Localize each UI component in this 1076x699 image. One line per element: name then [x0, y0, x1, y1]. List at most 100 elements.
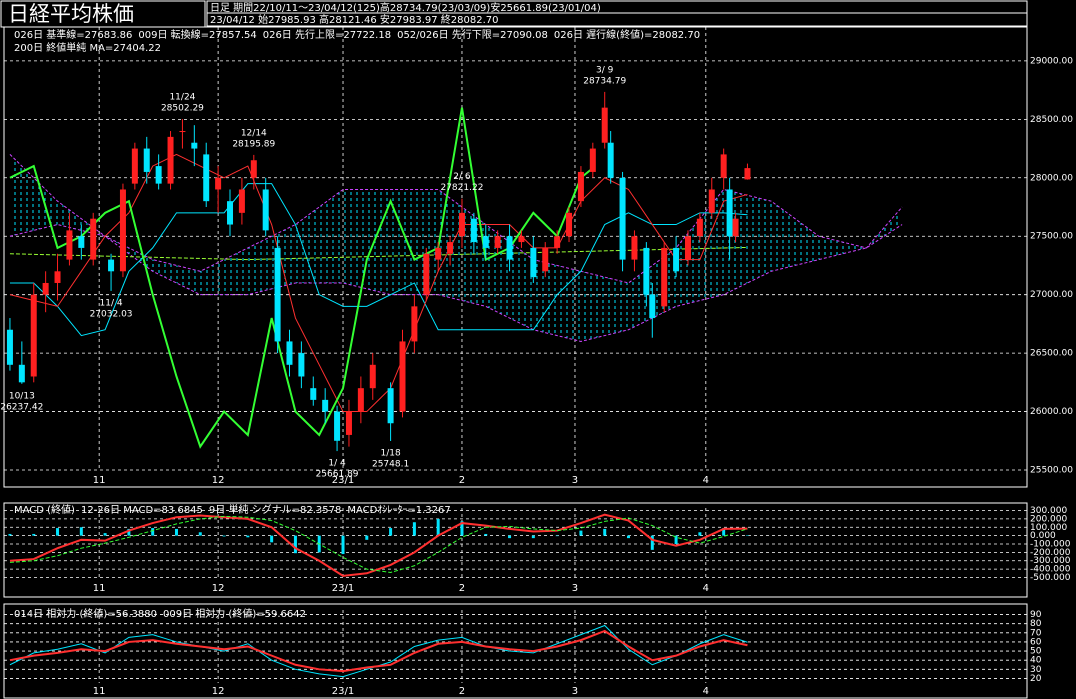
candle-body — [470, 218, 477, 243]
candle-body — [447, 242, 454, 254]
histogram-bar — [436, 518, 440, 536]
candle-body — [684, 236, 691, 260]
candle-body — [179, 131, 186, 133]
candle-body — [310, 388, 317, 400]
candle-body — [191, 142, 198, 149]
x-tick-label: 3 — [572, 475, 578, 486]
legend-entry: 052/026日 先行下限=27090.08 — [397, 28, 548, 41]
candle-body — [732, 218, 739, 237]
histogram-bar — [531, 535, 535, 539]
y-tick-label: -300.000 — [1030, 556, 1071, 566]
histogram-bar — [270, 535, 274, 543]
annotation-date: 12/14 — [241, 128, 267, 138]
candle-body — [66, 230, 73, 260]
candle-body — [589, 148, 596, 172]
y-tick-label: 26000.00 — [1030, 407, 1073, 417]
histogram-bar — [246, 535, 250, 538]
y-tick-label: 70 — [1030, 628, 1042, 638]
candle-body — [411, 306, 418, 342]
candle-body — [494, 236, 501, 248]
annotation-date: 3/ 9 — [596, 65, 614, 75]
candle-body — [238, 189, 245, 213]
y-tick-label: -100.000 — [1030, 540, 1071, 550]
candle-body — [399, 341, 406, 412]
candle-body — [262, 189, 269, 231]
y-tick-label: 27500.00 — [1030, 232, 1073, 242]
x-tick-label: 23/1 — [332, 686, 354, 697]
legend-entry: 9日 単純 シグナル=82.3578 — [209, 503, 341, 516]
legend-entry: 12-26日 MACD=83.6845 — [81, 505, 203, 516]
histogram-bar — [56, 528, 60, 536]
candle-body — [631, 236, 638, 260]
x-tick-label: 3 — [572, 686, 578, 697]
candle-body — [435, 247, 442, 260]
candle-body — [643, 247, 650, 295]
x-tick-label: 2 — [459, 475, 465, 486]
candle-body — [274, 247, 281, 342]
annotation-price: 26237.42 — [0, 402, 43, 412]
candle-body — [708, 189, 715, 213]
histogram-bar — [650, 535, 654, 550]
legend-entry: 009日 相対力 (終値)=59.6642 — [163, 607, 306, 620]
candle-body — [530, 247, 537, 278]
histogram-bar — [745, 535, 749, 537]
chart-title: 日経平均株価 — [8, 2, 134, 26]
y-tick-label: 28000.00 — [1030, 173, 1073, 183]
y-tick-label: 27000.00 — [1030, 290, 1073, 300]
candle-body — [423, 253, 430, 295]
annotation-date: 1/18 — [380, 449, 400, 459]
histogram-bar — [341, 535, 345, 555]
candle-body — [250, 160, 257, 178]
candle-body — [286, 341, 293, 365]
y-tick-label: 60 — [1030, 637, 1042, 647]
candle-body — [482, 236, 489, 248]
annotation-price: 25661.89 — [316, 470, 359, 480]
y-tick-label: 300.000 — [1030, 506, 1067, 516]
candle-body — [577, 171, 584, 202]
y-tick-label: 0.000 — [1030, 531, 1056, 541]
y-tick-label: 26500.00 — [1030, 349, 1073, 359]
legend-entry: 014日 相対力 (終値)=56.3880 — [14, 607, 157, 620]
candle-body — [203, 154, 210, 202]
header-row — [206, 12, 1028, 27]
x-tick-label: 4 — [703, 583, 709, 594]
candle-body — [131, 148, 138, 184]
annotation-price: 28195.89 — [232, 139, 275, 149]
legend-entry: 026日 先行上限=27722.18 — [263, 28, 391, 41]
histogram-bar — [127, 528, 131, 536]
histogram-bar — [174, 528, 178, 536]
candle-body — [155, 166, 162, 184]
candle-body — [369, 364, 376, 389]
panel-frame — [3, 26, 1028, 488]
candle-body — [673, 247, 680, 272]
y-tick-label: 100.000 — [1030, 523, 1067, 533]
annotation-price: 27821.22 — [440, 183, 483, 193]
legend-entry: MACD (終値) — [14, 503, 75, 516]
candle-body — [6, 329, 13, 365]
candle-body — [18, 364, 25, 383]
histogram-bar — [103, 533, 107, 536]
indicator-line — [9, 246, 748, 261]
histogram-bar — [32, 533, 36, 536]
annotation-date: 2/ 6 — [453, 172, 471, 182]
y-tick-label: 30 — [1030, 665, 1042, 675]
y-tick-label: 80 — [1030, 619, 1042, 629]
x-tick-label: 11 — [93, 475, 106, 486]
x-tick-label: 23/1 — [332, 583, 354, 594]
candle-body — [542, 247, 549, 272]
candle-body — [619, 177, 626, 260]
x-tick-label: 2 — [459, 686, 465, 697]
histogram-bar — [555, 535, 559, 537]
candle-body — [649, 294, 656, 319]
candle-body — [720, 154, 727, 178]
candle-body — [518, 236, 525, 243]
candle-body — [54, 271, 61, 283]
x-tick-label: 4 — [703, 475, 709, 486]
histogram-bar — [698, 532, 702, 536]
x-tick-label: 4 — [703, 686, 709, 697]
candle-body — [215, 177, 222, 190]
histogram-bar — [198, 532, 202, 536]
candle-body — [387, 388, 394, 424]
candle-body — [30, 294, 37, 377]
indicator-line — [9, 515, 748, 573]
